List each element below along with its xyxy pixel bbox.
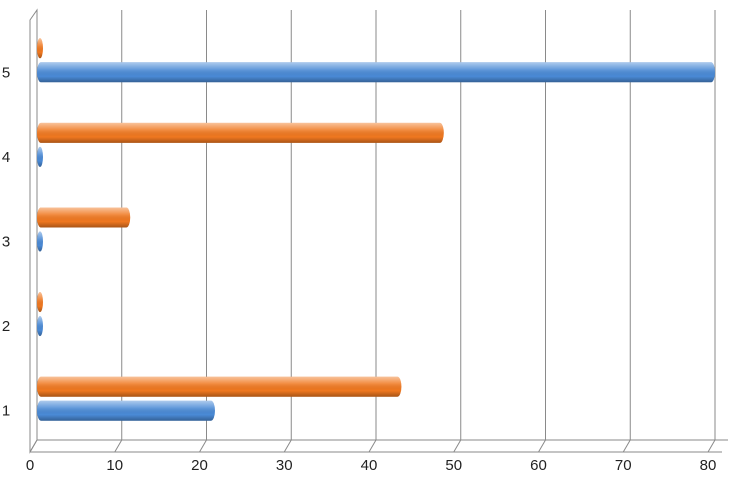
grid-line (707, 10, 716, 453)
y-tick-label: 1 (2, 403, 10, 420)
grid-line (538, 10, 546, 453)
bar-shine (37, 146, 43, 167)
x-tick-label: 50 (445, 457, 462, 474)
bar-shine (37, 207, 131, 228)
bar-shine (37, 38, 43, 59)
grid-line (368, 10, 377, 453)
x-tick-label: 30 (276, 457, 293, 474)
grid-line (114, 10, 123, 453)
grid-line (283, 10, 292, 453)
y-tick-label: 2 (2, 318, 10, 335)
bar-shine (37, 400, 215, 421)
x-tick-label: 60 (530, 457, 547, 474)
x-tick-label: 40 (361, 457, 378, 474)
bar-shine (37, 122, 444, 143)
bar-shine (37, 316, 43, 337)
x-tick-label: 70 (615, 457, 632, 474)
x-tick-label: 80 (700, 457, 717, 474)
grid-line (622, 10, 631, 453)
bar-shine (37, 292, 43, 313)
y-tick-label: 4 (2, 149, 10, 166)
bar-shine (37, 231, 43, 252)
side-wall (29, 8, 38, 454)
x-tick-label: 10 (106, 457, 123, 474)
bar-shine (37, 376, 402, 397)
x-tick-label: 0 (26, 457, 34, 474)
y-tick-label: 5 (2, 64, 10, 81)
grid-line (453, 10, 462, 453)
grid-line (199, 10, 207, 453)
grid-line (29, 10, 38, 453)
bar-shine (37, 62, 715, 83)
x-tick-label: 20 (191, 457, 208, 474)
y-tick-label: 3 (2, 233, 10, 250)
